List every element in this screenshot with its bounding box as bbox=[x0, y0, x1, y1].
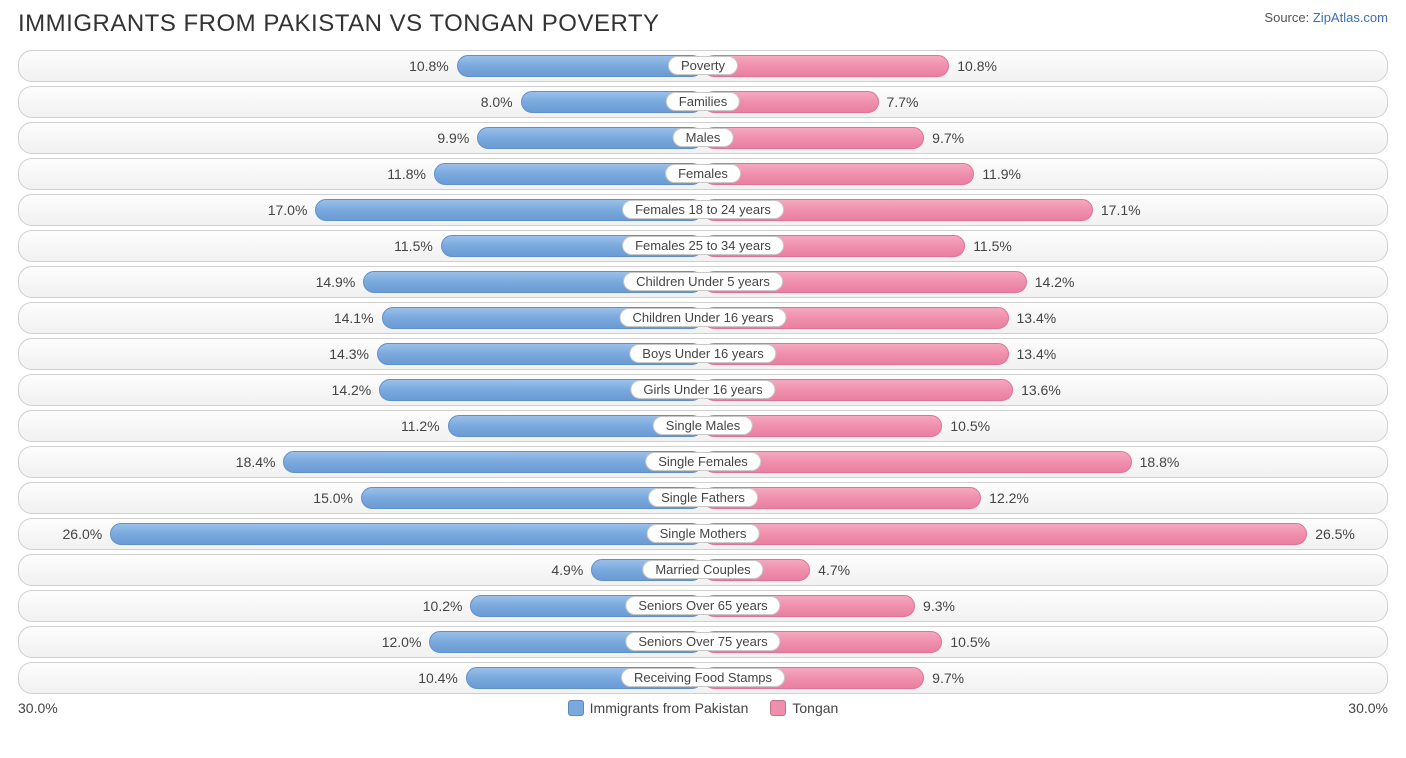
legend-swatch-icon bbox=[568, 700, 584, 716]
category-label: Seniors Over 65 years bbox=[625, 596, 780, 615]
category-label: Females 18 to 24 years bbox=[622, 200, 784, 219]
chart-footer: 30.0% Immigrants from Pakistan Tongan 30… bbox=[18, 700, 1388, 716]
chart-row: 12.0% 10.5% Seniors Over 75 years bbox=[18, 626, 1388, 658]
category-label: Receiving Food Stamps bbox=[621, 668, 785, 687]
value-label-right: 10.8% bbox=[957, 51, 997, 81]
category-label: Females 25 to 34 years bbox=[622, 236, 784, 255]
value-label-right: 13.6% bbox=[1021, 375, 1061, 405]
chart-row: 17.0% 17.1% Females 18 to 24 years bbox=[18, 194, 1388, 226]
value-label-left: 14.3% bbox=[329, 339, 369, 369]
chart-row: 26.0% 26.5% Single Mothers bbox=[18, 518, 1388, 550]
bar-left bbox=[434, 163, 703, 185]
diverging-bar-chart: 10.8% 10.8% Poverty 8.0% 7.7% Families 9.9% 9.7… bbox=[18, 50, 1388, 694]
value-label-right: 10.5% bbox=[950, 411, 990, 441]
bar-right bbox=[703, 523, 1307, 545]
value-label-left: 14.1% bbox=[334, 303, 374, 333]
chart-row: 14.2% 13.6% Girls Under 16 years bbox=[18, 374, 1388, 406]
value-label-left: 17.0% bbox=[268, 195, 308, 225]
chart-title: IMMIGRANTS FROM PAKISTAN VS TONGAN POVER… bbox=[18, 10, 660, 38]
source-attribution: Source: ZipAtlas.com bbox=[1264, 10, 1388, 25]
category-label: Children Under 5 years bbox=[623, 272, 783, 291]
chart-row: 10.8% 10.8% Poverty bbox=[18, 50, 1388, 82]
category-label: Single Fathers bbox=[648, 488, 758, 507]
legend-label-right: Tongan bbox=[792, 700, 838, 716]
chart-row: 11.2% 10.5% Single Males bbox=[18, 410, 1388, 442]
chart-row: 11.8% 11.9% Females bbox=[18, 158, 1388, 190]
value-label-right: 9.3% bbox=[923, 591, 955, 621]
value-label-left: 14.9% bbox=[316, 267, 356, 297]
category-label: Families bbox=[666, 92, 740, 111]
value-label-left: 8.0% bbox=[481, 87, 513, 117]
chart-row: 9.9% 9.7% Males bbox=[18, 122, 1388, 154]
chart-row: 14.9% 14.2% Children Under 5 years bbox=[18, 266, 1388, 298]
legend-label-left: Immigrants from Pakistan bbox=[590, 700, 749, 716]
value-label-right: 4.7% bbox=[818, 555, 850, 585]
category-label: Boys Under 16 years bbox=[629, 344, 776, 363]
chart-row: 11.5% 11.5% Females 25 to 34 years bbox=[18, 230, 1388, 262]
value-label-right: 10.5% bbox=[950, 627, 990, 657]
bar-left bbox=[110, 523, 703, 545]
value-label-right: 7.7% bbox=[887, 87, 919, 117]
value-label-right: 26.5% bbox=[1315, 519, 1355, 549]
chart-row: 18.4% 18.8% Single Females bbox=[18, 446, 1388, 478]
legend-item-left: Immigrants from Pakistan bbox=[568, 700, 749, 716]
legend-item-right: Tongan bbox=[770, 700, 838, 716]
category-label: Married Couples bbox=[642, 560, 763, 579]
category-label: Seniors Over 75 years bbox=[625, 632, 780, 651]
value-label-left: 10.4% bbox=[418, 663, 458, 693]
legend: Immigrants from Pakistan Tongan bbox=[568, 700, 839, 716]
bar-left bbox=[477, 127, 703, 149]
value-label-left: 15.0% bbox=[313, 483, 353, 513]
category-label: Girls Under 16 years bbox=[630, 380, 775, 399]
value-label-left: 14.2% bbox=[332, 375, 372, 405]
value-label-right: 13.4% bbox=[1017, 303, 1057, 333]
value-label-right: 13.4% bbox=[1017, 339, 1057, 369]
bar-left bbox=[457, 55, 703, 77]
category-label: Females bbox=[665, 164, 741, 183]
bar-right bbox=[703, 127, 924, 149]
source-link[interactable]: ZipAtlas.com bbox=[1313, 10, 1388, 25]
category-label: Single Females bbox=[645, 452, 761, 471]
value-label-right: 9.7% bbox=[932, 123, 964, 153]
bar-left bbox=[283, 451, 703, 473]
value-label-left: 12.0% bbox=[382, 627, 422, 657]
bar-right bbox=[703, 451, 1132, 473]
chart-header: IMMIGRANTS FROM PAKISTAN VS TONGAN POVER… bbox=[18, 10, 1388, 38]
value-label-right: 17.1% bbox=[1101, 195, 1141, 225]
category-label: Children Under 16 years bbox=[620, 308, 787, 327]
value-label-right: 14.2% bbox=[1035, 267, 1075, 297]
value-label-right: 11.9% bbox=[982, 159, 1021, 189]
category-label: Males bbox=[673, 128, 734, 147]
chart-row: 14.3% 13.4% Boys Under 16 years bbox=[18, 338, 1388, 370]
value-label-left: 26.0% bbox=[63, 519, 103, 549]
category-label: Single Males bbox=[653, 416, 753, 435]
bar-right bbox=[703, 163, 974, 185]
value-label-left: 11.5% bbox=[394, 231, 433, 261]
value-label-right: 11.5% bbox=[973, 231, 1012, 261]
value-label-left: 10.8% bbox=[409, 51, 449, 81]
axis-max-left: 30.0% bbox=[18, 700, 58, 716]
value-label-right: 9.7% bbox=[932, 663, 964, 693]
value-label-left: 4.9% bbox=[551, 555, 583, 585]
value-label-left: 9.9% bbox=[437, 123, 469, 153]
category-label: Poverty bbox=[668, 56, 738, 75]
chart-row: 10.2% 9.3% Seniors Over 65 years bbox=[18, 590, 1388, 622]
chart-row: 14.1% 13.4% Children Under 16 years bbox=[18, 302, 1388, 334]
legend-swatch-icon bbox=[770, 700, 786, 716]
axis-max-right: 30.0% bbox=[1348, 700, 1388, 716]
chart-row: 4.9% 4.7% Married Couples bbox=[18, 554, 1388, 586]
value-label-left: 11.2% bbox=[401, 411, 440, 441]
category-label: Single Mothers bbox=[647, 524, 760, 543]
value-label-left: 10.2% bbox=[423, 591, 463, 621]
value-label-left: 18.4% bbox=[236, 447, 276, 477]
chart-row: 10.4% 9.7% Receiving Food Stamps bbox=[18, 662, 1388, 694]
value-label-right: 18.8% bbox=[1140, 447, 1180, 477]
bar-right bbox=[703, 55, 949, 77]
source-label: Source: bbox=[1264, 10, 1309, 25]
value-label-right: 12.2% bbox=[989, 483, 1029, 513]
value-label-left: 11.8% bbox=[387, 159, 426, 189]
chart-row: 8.0% 7.7% Families bbox=[18, 86, 1388, 118]
chart-row: 15.0% 12.2% Single Fathers bbox=[18, 482, 1388, 514]
